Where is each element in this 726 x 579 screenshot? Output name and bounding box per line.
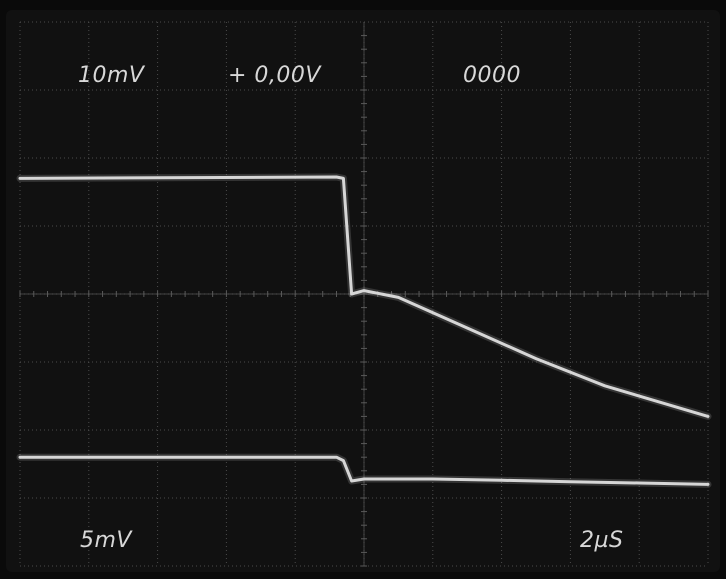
trace-1-point bbox=[362, 289, 366, 292]
trace-1-point bbox=[18, 177, 22, 180]
trace-2-point bbox=[335, 456, 338, 459]
trace-2-point bbox=[706, 483, 710, 486]
trace-1-point bbox=[466, 326, 469, 330]
offset-readout: + 0,00V bbox=[228, 63, 322, 88]
counter-readout: 0000 bbox=[463, 63, 521, 88]
graticule bbox=[19, 21, 709, 567]
trace-1-point bbox=[603, 384, 606, 387]
trace-1-point bbox=[534, 357, 538, 360]
trace-1-line bbox=[18, 175, 710, 418]
traces bbox=[16, 173, 712, 488]
trace-2-point bbox=[431, 477, 434, 481]
trace-1-point bbox=[335, 175, 338, 179]
trace-1-point bbox=[350, 292, 353, 296]
trace-2-point bbox=[18, 456, 22, 459]
timebase-readout: 2µS bbox=[580, 528, 623, 553]
trace-2-line bbox=[18, 455, 710, 486]
trace-1-point bbox=[397, 296, 400, 299]
trace-2-point bbox=[362, 477, 366, 481]
trace-1-point bbox=[706, 415, 710, 418]
trace-2-point bbox=[638, 481, 641, 485]
channel2-scale-readout: 5mV bbox=[80, 528, 133, 553]
trace-2-point bbox=[350, 479, 353, 483]
trace-2-point bbox=[342, 459, 345, 462]
trace-2-point bbox=[500, 479, 503, 482]
trace-2-point bbox=[569, 480, 572, 483]
trace-1-point bbox=[342, 177, 345, 180]
channel1-scale-readout: 10mV bbox=[78, 63, 146, 88]
